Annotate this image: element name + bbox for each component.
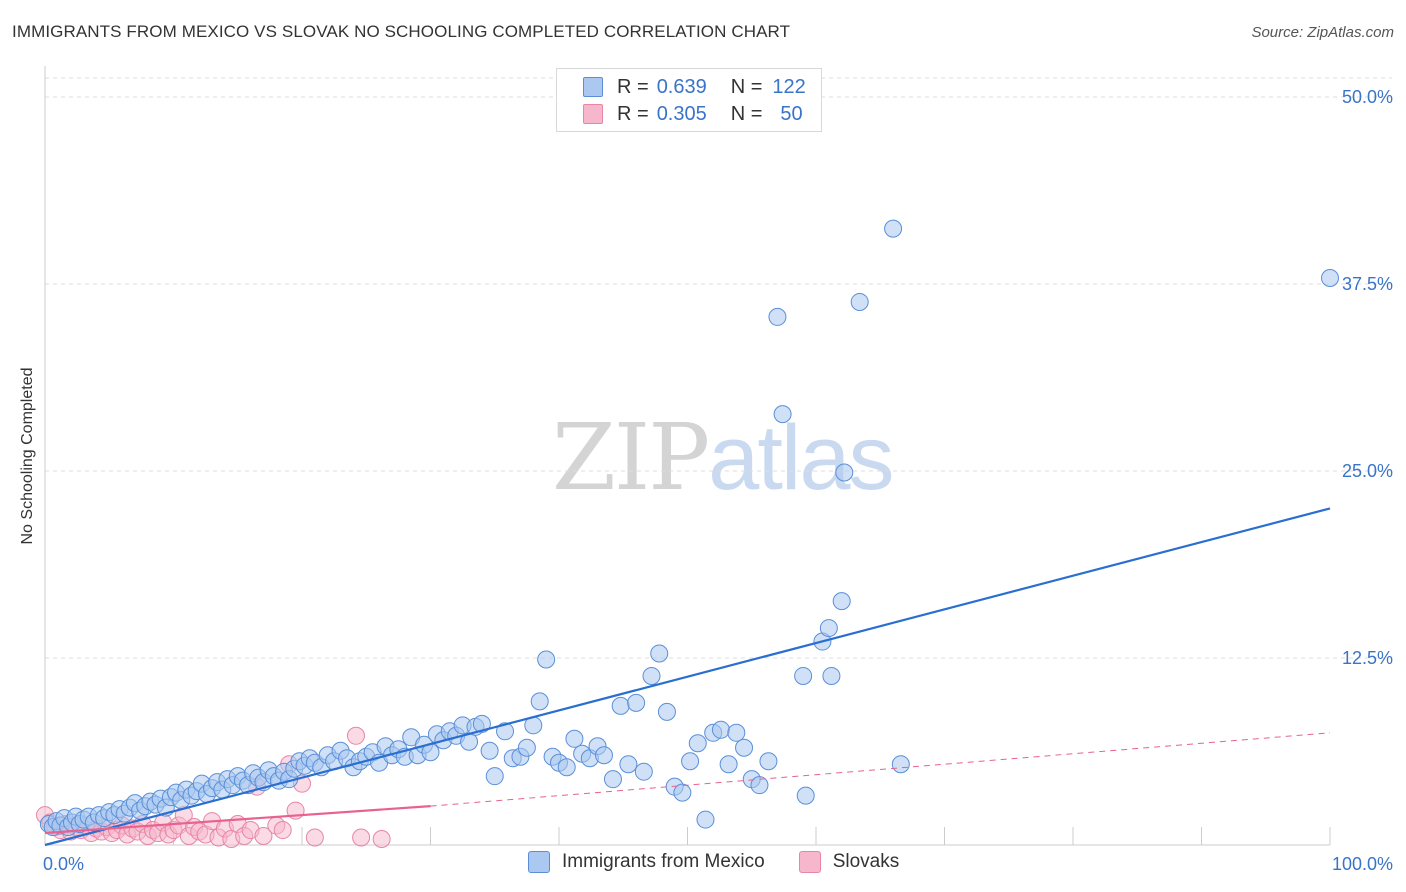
trend-lines — [44, 507, 1331, 847]
slovak-point — [372, 830, 391, 849]
mexico-point — [796, 786, 815, 805]
mexico-point — [688, 734, 707, 753]
watermark-atlas: atlas — [708, 407, 894, 509]
mexico-point — [634, 762, 653, 781]
legend-r-value: 0.639 — [656, 75, 707, 98]
x-tick-label: 0.0% — [43, 854, 84, 874]
mexico-point — [822, 666, 841, 685]
slovak-point — [273, 821, 292, 840]
legend-swatch-mexico — [528, 851, 550, 873]
mexico-point — [627, 693, 646, 712]
mexico-point — [557, 758, 576, 777]
mexico-point — [517, 738, 536, 757]
mexico-point — [727, 723, 746, 742]
mexico-point — [619, 755, 638, 774]
legend-row-slovak: R = 0.305 N = 50 — [583, 102, 803, 126]
mexico-point — [719, 755, 738, 774]
legend-label-mexico: Immigrants from Mexico — [562, 851, 765, 872]
y-tick-label: 12.5% — [1342, 648, 1393, 668]
mexico-point — [496, 722, 515, 741]
mexico-point — [832, 592, 851, 611]
mexico-point — [565, 729, 584, 748]
mexico-point — [750, 776, 769, 795]
mexico-point — [759, 752, 778, 771]
axes — [44, 66, 1331, 846]
mexico-point — [891, 755, 910, 774]
mexico-point — [485, 767, 504, 786]
legend-r-value: 0.305 — [656, 102, 707, 125]
mexico-point — [657, 702, 676, 721]
x-tick-label: 100.0% — [1332, 854, 1393, 874]
mexico-point — [696, 810, 715, 829]
legend-swatch-slovaks — [798, 851, 821, 873]
mexico-point — [611, 696, 630, 715]
mexico-point — [768, 307, 787, 326]
mexico-point — [794, 666, 813, 685]
mexico-point — [642, 666, 661, 685]
mexico-point — [835, 463, 854, 482]
legend-n-value: 50 — [780, 102, 803, 125]
legend-n-value: 122 — [772, 75, 806, 98]
mexico-point — [480, 741, 499, 760]
slovak-point — [305, 828, 324, 847]
legend-r-label: R = — [617, 75, 649, 98]
mexico-point — [530, 692, 549, 711]
mexico-point — [650, 644, 669, 663]
watermark: ZIPatlas — [552, 404, 895, 511]
slovak-trend-line — [44, 805, 431, 835]
y-tick-label: 50.0% — [1342, 87, 1393, 107]
mexico-point — [850, 292, 869, 311]
mexico-point — [1321, 269, 1339, 288]
legend-row-mexico: R = 0.639 N = 122 — [583, 75, 806, 99]
mexico-point — [472, 714, 491, 733]
y-tick-label: 25.0% — [1342, 461, 1393, 481]
legend-swatch-slovak — [583, 104, 603, 124]
mexico-point — [537, 650, 556, 669]
mexico-point — [711, 720, 730, 739]
slovak-point — [352, 828, 371, 847]
correlation-legend: R = 0.639 N = 122 R = 0.305 N = 50 — [556, 68, 822, 132]
legend-swatch-mexico — [583, 77, 603, 97]
mexico-point — [884, 219, 903, 238]
legend-item-slovaks: Slovaks — [798, 851, 900, 873]
slovak-point — [346, 726, 365, 745]
series-legend: Immigrants from Mexico Slovaks — [528, 851, 933, 873]
mexico-trend-line — [44, 507, 1331, 847]
mexico-point — [773, 405, 792, 424]
slovak-point — [254, 827, 273, 846]
legend-item-mexico: Immigrants from Mexico — [528, 851, 765, 873]
slovak-trend-extension — [430, 732, 1331, 807]
chart-title: IMMIGRANTS FROM MEXICO VS SLOVAK NO SCHO… — [12, 22, 791, 41]
watermark-zip: ZIP — [552, 404, 710, 511]
legend-n-label: N = — [730, 75, 763, 98]
legend-n-label: N = — [730, 102, 763, 125]
mexico-points — [39, 219, 1339, 837]
mexico-point — [603, 770, 622, 789]
legend-r-label: R = — [617, 102, 649, 125]
legend-label-slovaks: Slovaks — [832, 851, 900, 872]
mexico-point — [819, 619, 838, 638]
mexico-point — [681, 752, 700, 771]
grid-lines — [45, 77, 1392, 659]
source-credit: Source: ZipAtlas.com — [1251, 24, 1394, 41]
tick-labels: 12.5% 25.0% 37.5% 50.0% 0.0% 100.0% — [43, 87, 1393, 874]
mexico-point — [673, 783, 692, 802]
mexico-point — [594, 746, 613, 765]
mexico-point — [735, 738, 754, 757]
y-tick-label: 37.5% — [1342, 274, 1393, 294]
